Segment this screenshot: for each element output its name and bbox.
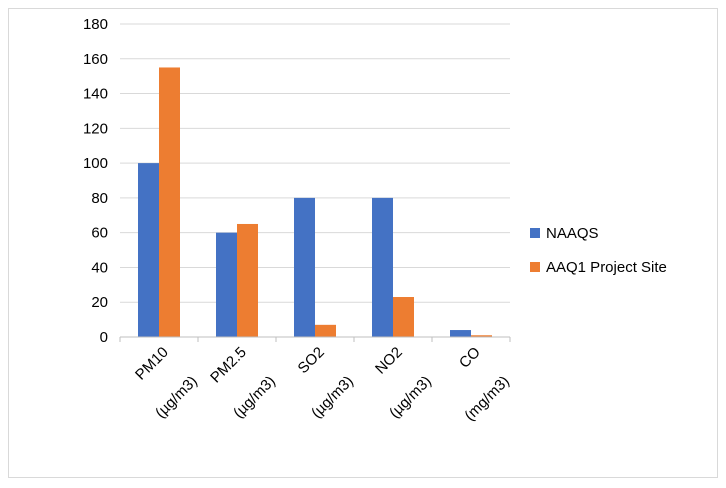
y-tick-label: 60 (91, 225, 108, 242)
bar-naaqs-3 (372, 197, 393, 337)
y-tick-label: 100 (83, 155, 108, 172)
bar-naaqs-4 (450, 330, 471, 337)
x-tick-labels: PM10(µg/m3)PM2.5(µg/m3)SO2(µg/m3)NO2(µg/… (123, 344, 513, 424)
bar-naaqs-2 (294, 197, 315, 337)
bar-aaq1-project-site-3 (393, 297, 414, 337)
y-tick-label: 80 (91, 190, 108, 207)
x-tick-label: PM10(µg/m3) (123, 344, 201, 422)
x-tick-label: SO2(µg/m3) (279, 344, 357, 422)
x-tick-label: PM2.5(µg/m3) (201, 344, 279, 422)
x-tick-label: CO(mg/m3) (432, 344, 512, 424)
x-tick-label-line: NO2 (372, 344, 406, 378)
x-tick-label-line: PM2.5 (207, 344, 250, 387)
x-tick-label-line: (mg/m3) (461, 373, 513, 425)
x-tick-label-line: (µg/m3) (386, 373, 435, 422)
axes (119, 336, 511, 342)
bars (138, 67, 492, 337)
x-tick-label-line: SO2 (295, 344, 328, 377)
bar-naaqs-1 (216, 232, 237, 337)
gridlines (120, 23, 510, 303)
y-tick-label: 140 (83, 86, 108, 103)
x-tick-label: NO2(µg/m3) (357, 344, 435, 422)
x-tick-label-line: CO (456, 344, 484, 372)
y-tick-labels: 0 20 40 60 80 100 120 140 160 180 (83, 16, 108, 346)
bar-aaq1-project-site-1 (237, 223, 258, 337)
y-tick-label: 180 (83, 16, 108, 33)
y-tick-label: 120 (83, 120, 108, 137)
chart-frame (8, 8, 718, 478)
x-tick-label-line: (µg/m3) (230, 373, 279, 422)
legend-swatch (530, 262, 540, 272)
bar-aaq1-project-site-4 (471, 335, 492, 337)
legend-label: AAQ1 Project Site (546, 259, 667, 276)
legend: NAAQS AAQ1 Project Site (530, 225, 667, 276)
x-tick-label-line: PM10 (132, 344, 172, 384)
y-tick-label: 160 (83, 51, 108, 68)
bar-aaq1-project-site-2 (315, 324, 336, 337)
bar-naaqs-0 (138, 163, 159, 337)
x-tick-label-line: (µg/m3) (308, 373, 357, 422)
bar-aaq1-project-site-0 (159, 67, 180, 337)
legend-swatch (530, 228, 540, 238)
x-tick-label-line: (µg/m3) (152, 373, 201, 422)
y-tick-label: 0 (100, 329, 108, 346)
y-tick-label: 40 (91, 259, 108, 276)
y-tick-label: 20 (91, 294, 108, 311)
legend-label: NAAQS (546, 225, 599, 242)
